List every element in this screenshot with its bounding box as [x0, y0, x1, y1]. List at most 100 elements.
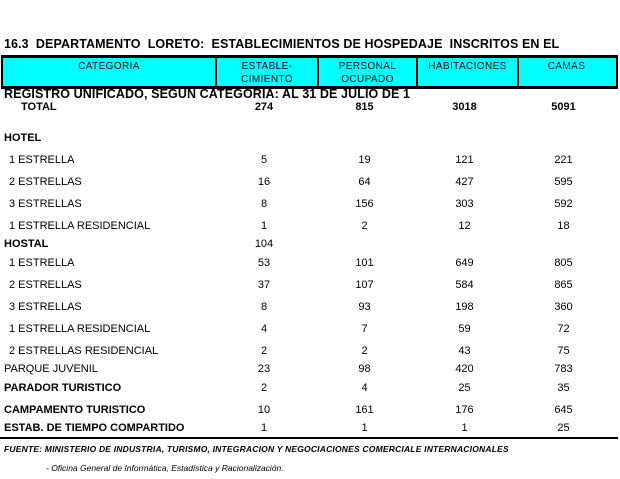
cell-establecimiento: 8 [260, 301, 268, 313]
footer-divider [0, 437, 618, 439]
cell-habitaciones [414, 237, 515, 252]
cell-habitaciones: 427 [455, 176, 474, 188]
table-row: 2 ESTRELLAS 16 64 427 595 [1, 171, 618, 193]
cell-camas: 360 [554, 301, 573, 313]
cell-establecimiento: 37 [257, 279, 271, 291]
cell-camas: 865 [554, 279, 573, 291]
column-header-text: CATEGORIA [78, 61, 140, 72]
row-label: HOTEL [4, 132, 42, 144]
cell-habitaciones: 25 [458, 382, 471, 394]
cell-habitaciones: 121 [455, 154, 474, 166]
cell-personal-ocupado: 93 [358, 301, 371, 313]
cell-camas: 35 [557, 382, 570, 394]
table-body: TOTAL 274 815 3018 5091 HOTEL 1 ESTRELLA 5 19 121… [1, 89, 618, 436]
cell-personal-ocupado: 98 [358, 363, 371, 375]
cell-camas: 221 [554, 154, 573, 166]
cell-establecimiento: 1 [260, 220, 268, 232]
cell-establecimiento: 2 [260, 382, 268, 394]
table-row: ESTAB. DE TIEMPO COMPARTIDO 1 1 1 25 [1, 421, 618, 436]
cell-establecimiento: 274 [254, 101, 274, 113]
page-title-line2: REGISTRO UNIFICADO, SEGÚN CATEGORIA: AL … [4, 86, 411, 101]
table-row: HOTEL [1, 127, 618, 149]
cell-camas: 645 [554, 404, 573, 416]
table-row: 3 ESTRELLAS 8 156 303 592 [1, 193, 618, 215]
page-title: 16.3 DEPARTAMENTO LORETO: ESTABLECIMIENT… [4, 3, 618, 119]
cell-camas [515, 237, 612, 252]
row-label: 1 ESTRELLA [9, 257, 75, 269]
cell-personal-ocupado: 19 [358, 154, 371, 166]
cell-personal-ocupado: 107 [355, 279, 374, 291]
table-row: 1 ESTRELLA 5 19 121 221 [1, 149, 618, 171]
cell-habitaciones: 12 [458, 220, 471, 232]
cell-personal-ocupado: 4 [361, 382, 368, 394]
cell-personal-ocupado: 1 [361, 422, 368, 434]
cell-camas [515, 127, 612, 149]
column-header-categoria: CATEGORIA [3, 58, 215, 86]
cell-habitaciones: 3018 [452, 101, 477, 113]
cell-habitaciones: 420 [455, 363, 474, 375]
table-row: CAMPAMENTO TURISTICO 10 161 176 645 [1, 399, 618, 421]
cell-camas: 72 [557, 323, 570, 335]
column-header-text: CIMIENTO [241, 74, 293, 85]
cell-habitaciones [414, 127, 515, 149]
cell-camas: 805 [554, 257, 573, 269]
cell-establecimiento: 2 [260, 345, 268, 357]
table-row: 1 ESTRELLA RESIDENCIAL 1 2 12 18 [1, 215, 618, 237]
office-note: - Oficina General de Informática, Estadí… [46, 463, 284, 473]
cell-camas: 18 [557, 220, 570, 232]
hospedaje-table-header-box: CATEGORIA ESTABLE- CIMIENTO PERSONAL OCU… [1, 55, 618, 89]
column-header-establecimiento: ESTABLE- CIMIENTO [215, 58, 317, 86]
table-row: PARADOR TURISTICO 2 4 25 35 [1, 377, 618, 399]
cell-establecimiento: 1 [260, 422, 268, 434]
row-label: 1 ESTRELLA RESIDENCIAL [9, 220, 151, 232]
cell-habitaciones: 649 [455, 257, 474, 269]
table-row: TOTAL 274 815 3018 5091 [1, 96, 618, 118]
row-label: 3 ESTRELLAS [9, 301, 82, 313]
table-row: 1 ESTRELLA 53 101 649 805 [1, 252, 618, 274]
cell-camas: 75 [557, 345, 570, 357]
cell-personal-ocupado: 2 [361, 345, 368, 357]
row-label: 2 ESTRELLAS RESIDENCIAL [9, 345, 159, 357]
cell-personal-ocupado: 7 [361, 323, 368, 335]
cell-personal-ocupado [315, 127, 414, 149]
row-label: 1 ESTRELLA RESIDENCIAL [9, 323, 151, 335]
cell-personal-ocupado: 101 [355, 257, 374, 269]
row-label: CAMPAMENTO TURISTICO [4, 404, 146, 416]
cell-camas: 25 [557, 422, 570, 434]
table-row: 3 ESTRELLAS 8 93 198 360 [1, 296, 618, 318]
table-row: 1 ESTRELLA RESIDENCIAL 4 7 59 72 [1, 318, 618, 340]
cell-establecimiento: 16 [257, 176, 271, 188]
cell-camas: 595 [554, 176, 573, 188]
cell-habitaciones: 303 [455, 198, 474, 210]
cell-personal-ocupado: 815 [355, 101, 374, 113]
cell-habitaciones: 1 [461, 422, 468, 434]
cell-camas: 5091 [551, 101, 576, 113]
cell-personal-ocupado: 64 [358, 176, 371, 188]
cell-establecimiento: 53 [257, 257, 271, 269]
cell-personal-ocupado: 2 [361, 220, 368, 232]
cell-establecimiento: 5 [260, 154, 268, 166]
cell-personal-ocupado [315, 237, 414, 252]
column-header-habitaciones: HABITACIONES [416, 58, 517, 86]
row-label: 3 ESTRELLAS [9, 198, 82, 210]
cell-habitaciones: 584 [455, 279, 474, 291]
row-label: 2 ESTRELLAS [9, 176, 82, 188]
row-label: TOTAL [21, 101, 57, 113]
cell-establecimiento: 104 [254, 238, 274, 250]
cell-camas: 783 [554, 363, 573, 375]
cell-establecimiento: 8 [260, 198, 268, 210]
cell-habitaciones: 43 [458, 345, 471, 357]
cell-habitaciones: 198 [455, 301, 474, 313]
column-header-text: ESTABLE- [241, 61, 293, 72]
cell-habitaciones: 59 [458, 323, 471, 335]
cell-establecimiento: 10 [257, 404, 271, 416]
column-header-text: HABITACIONES [428, 61, 507, 72]
column-header-text: OCUPADO [341, 74, 394, 85]
cell-habitaciones: 176 [455, 404, 474, 416]
column-header-camas: CAMAS [517, 58, 614, 86]
table-row: 2 ESTRELLAS 37 107 584 865 [1, 274, 618, 296]
cell-establecimiento: 23 [257, 363, 271, 375]
cell-establecimiento: 4 [260, 323, 268, 335]
column-header-text: CAMAS [547, 61, 586, 72]
source-note: FUENTE: MINISTERIO DE INDUSTRIA, TURISMO… [4, 444, 509, 454]
